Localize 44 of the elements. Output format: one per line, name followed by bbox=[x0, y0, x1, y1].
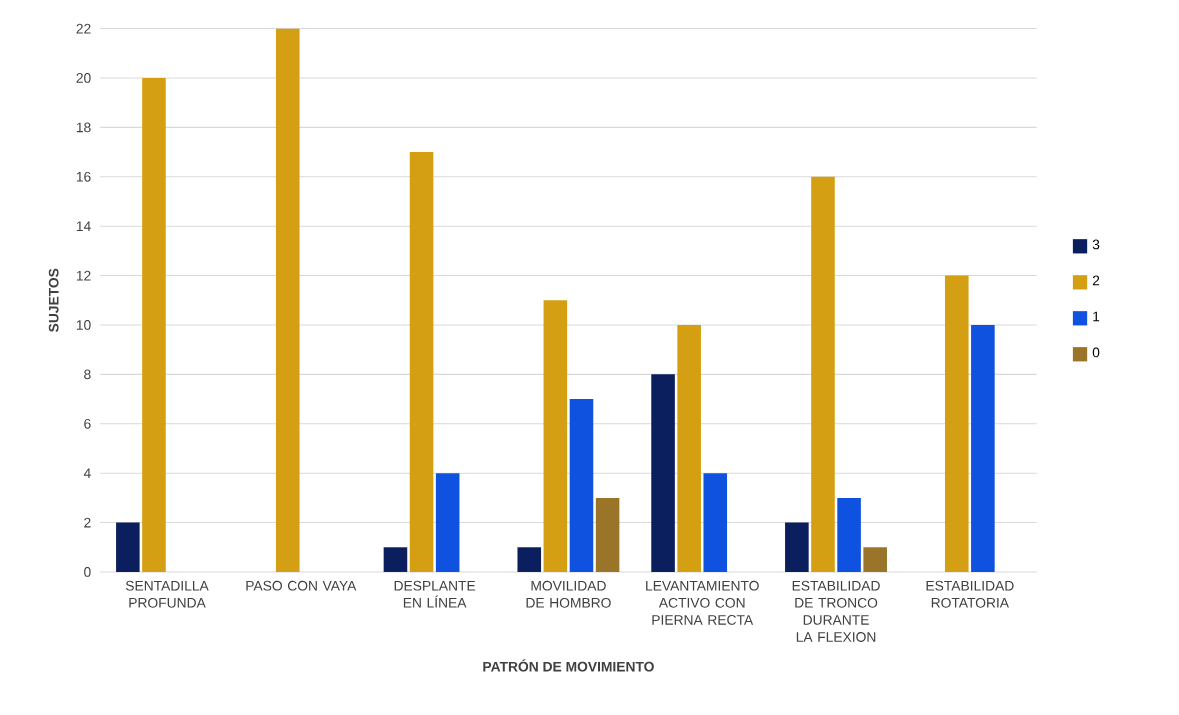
bar bbox=[677, 325, 701, 572]
bar bbox=[971, 325, 995, 572]
bar bbox=[435, 473, 460, 572]
y-tick-label: 8 bbox=[84, 369, 91, 380]
legend-label: 2 bbox=[1092, 275, 1100, 286]
y-tick-label: 16 bbox=[76, 171, 91, 182]
y-tick-label: 4 bbox=[83, 468, 91, 478]
y-tick-label: 12 bbox=[76, 270, 91, 281]
bar bbox=[703, 473, 728, 572]
bar bbox=[944, 275, 969, 572]
bar bbox=[517, 547, 542, 572]
y-tick-label: 0 bbox=[84, 567, 91, 577]
legend-label: 1 bbox=[1093, 311, 1100, 322]
bar bbox=[651, 374, 675, 572]
y-tick-label: 6 bbox=[84, 418, 91, 429]
bar bbox=[116, 522, 140, 572]
legend-label: 0 bbox=[1092, 347, 1100, 358]
y-axis-title: SUJETOS bbox=[48, 268, 59, 333]
y-tick-label: 20 bbox=[76, 73, 91, 83]
bar bbox=[383, 547, 408, 572]
bar bbox=[837, 497, 861, 572]
y-tick-label: 2 bbox=[84, 517, 91, 528]
bar bbox=[785, 522, 809, 572]
y-tick-label: 14 bbox=[76, 221, 91, 231]
legend-label: 3 bbox=[1092, 239, 1100, 250]
x-axis-title: PATRÓN DE MOVIMIENTO bbox=[483, 659, 654, 672]
bar bbox=[569, 399, 594, 572]
bar bbox=[863, 547, 887, 572]
bar bbox=[409, 152, 434, 572]
y-tick-label: 22 bbox=[76, 23, 91, 34]
y-tick-label: 18 bbox=[76, 122, 91, 133]
y-tick-label: 10 bbox=[76, 320, 91, 330]
x-tick-label: PASO CON VAYA bbox=[246, 580, 357, 591]
x-tick-label: MOVILIDAD DE HOMBRO bbox=[526, 580, 611, 608]
x-tick-label: ESTABILIDAD DE TRONCO DURANTE LA FLEXION bbox=[792, 580, 880, 642]
x-tick-label: LEVANTAMIENTO ACTIVO CON PIERNA RECTA bbox=[646, 580, 759, 625]
x-tick-label: SENTADILLA PROFUNDA bbox=[125, 580, 209, 608]
bar bbox=[275, 28, 300, 572]
bar bbox=[142, 78, 166, 572]
bar bbox=[595, 497, 620, 572]
bar bbox=[811, 176, 835, 572]
bar bbox=[543, 300, 568, 572]
x-tick-label: DESPLANTE EN LÍNEA bbox=[394, 580, 476, 608]
x-tick-label: ESTABILIDAD ROTATORIA bbox=[926, 580, 1014, 608]
